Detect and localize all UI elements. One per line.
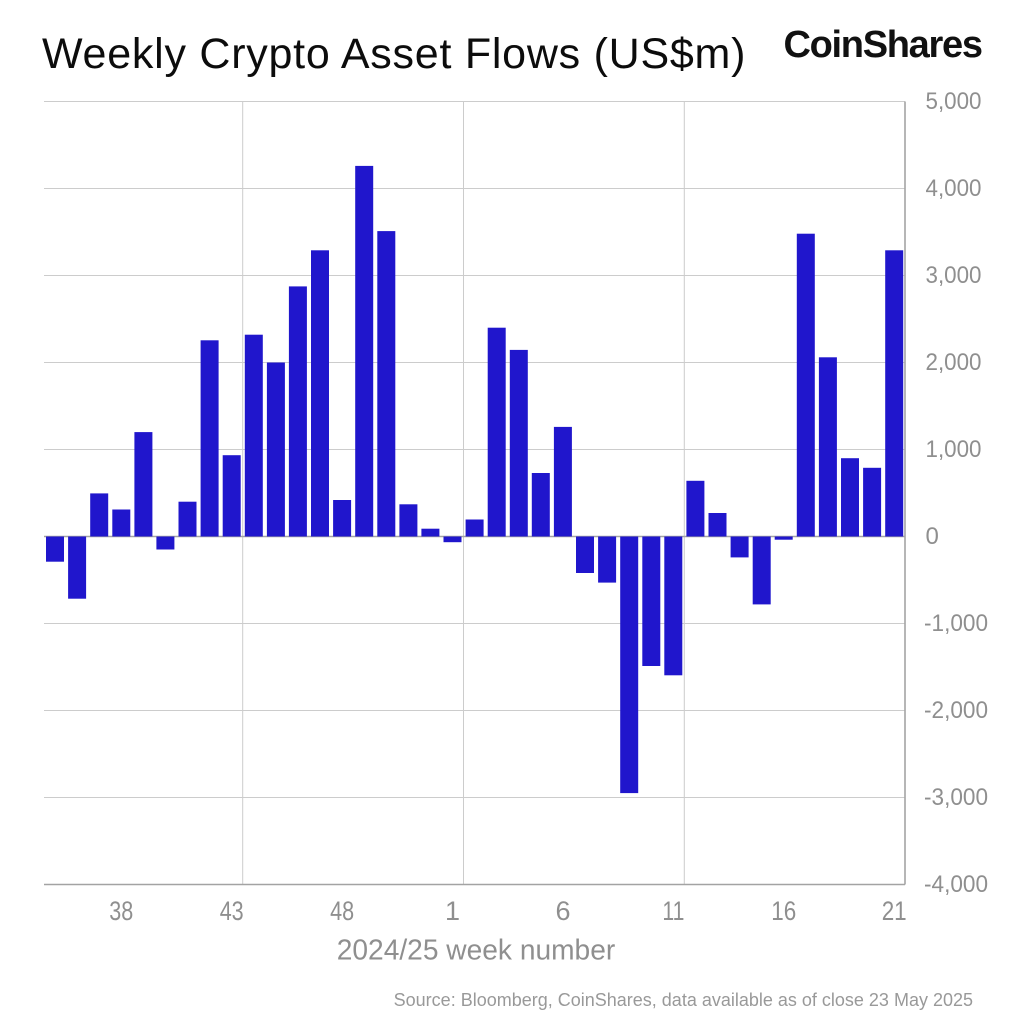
svg-text:48: 48 <box>330 896 354 926</box>
svg-text:2,000: 2,000 <box>926 349 982 376</box>
svg-text:16: 16 <box>771 896 796 926</box>
svg-text:4,000: 4,000 <box>926 175 982 202</box>
svg-text:38: 38 <box>109 896 133 926</box>
svg-text:43: 43 <box>220 896 244 926</box>
svg-text:-4,000: -4,000 <box>924 871 988 898</box>
svg-text:6: 6 <box>555 896 570 926</box>
svg-text:CoinShares: CoinShares <box>784 24 982 66</box>
svg-text:1,000: 1,000 <box>926 436 982 463</box>
svg-text:21: 21 <box>882 896 907 926</box>
svg-text:2024/25 week number: 2024/25 week number <box>337 935 616 967</box>
svg-text:11: 11 <box>662 896 684 926</box>
svg-text:Weekly Crypto Asset Flows (US$: Weekly Crypto Asset Flows (US$m) <box>42 30 746 78</box>
svg-text:1: 1 <box>445 896 460 926</box>
svg-text:-1,000: -1,000 <box>924 610 988 637</box>
svg-text:-3,000: -3,000 <box>924 784 988 811</box>
svg-text:-2,000: -2,000 <box>924 697 988 724</box>
svg-text:3,000: 3,000 <box>926 262 982 289</box>
svg-text:Source: Bloomberg, CoinShares,: Source: Bloomberg, CoinShares, data avai… <box>394 990 973 1010</box>
svg-text:5,000: 5,000 <box>926 88 982 115</box>
svg-text:0: 0 <box>926 523 939 550</box>
